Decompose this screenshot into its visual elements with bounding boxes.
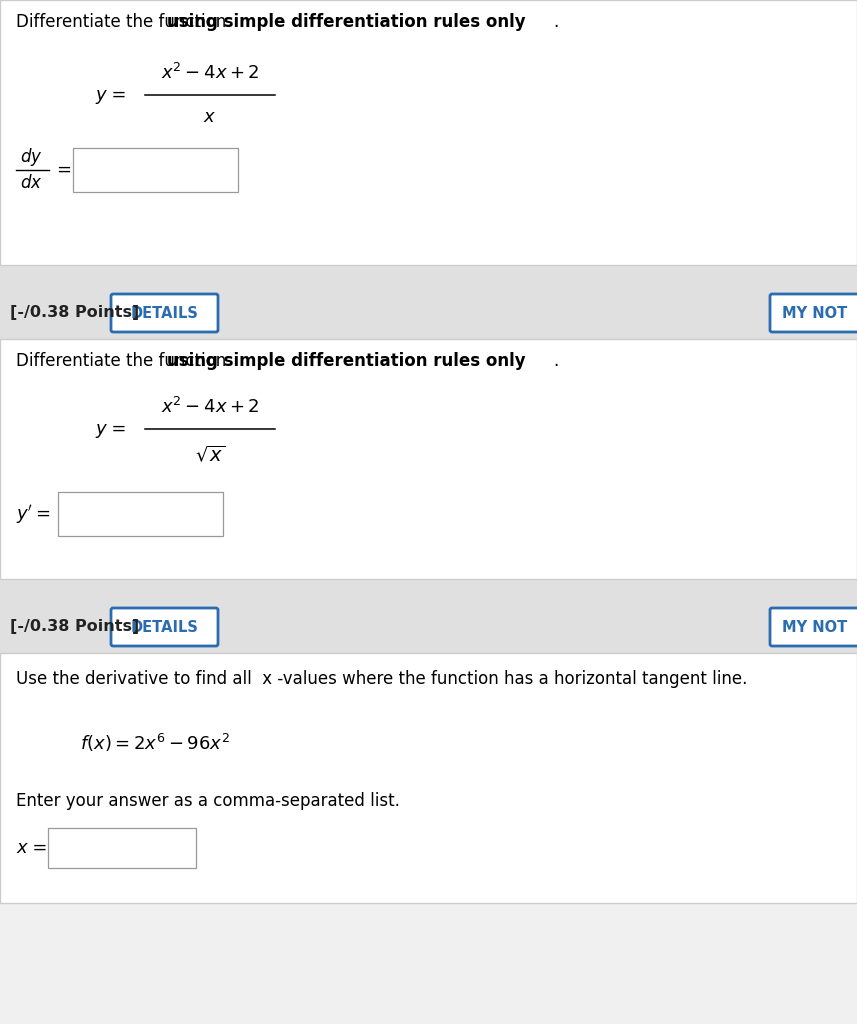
Bar — [0, 579, 857, 653]
FancyBboxPatch shape — [770, 608, 857, 646]
Text: Differentiate the function: Differentiate the function — [16, 13, 231, 31]
Text: DETAILS: DETAILS — [130, 305, 199, 321]
Text: [-/0.38 Points]: [-/0.38 Points] — [10, 305, 139, 321]
Text: $x$: $x$ — [203, 108, 217, 126]
Bar — [58, 492, 223, 536]
Bar — [0, 339, 857, 579]
Text: y =: y = — [95, 86, 127, 104]
Text: Use the derivative to find all  x -values where the function has a horizontal ta: Use the derivative to find all x -values… — [16, 670, 747, 688]
Bar — [73, 148, 238, 193]
Bar — [48, 828, 196, 868]
Text: MY NOT: MY NOT — [782, 620, 847, 635]
Text: $dx$: $dx$ — [20, 174, 43, 193]
Text: DETAILS: DETAILS — [130, 620, 199, 635]
Text: $\sqrt{x}$: $\sqrt{x}$ — [195, 444, 225, 465]
Text: y =: y = — [95, 420, 127, 438]
Bar — [0, 653, 857, 903]
FancyBboxPatch shape — [111, 294, 218, 332]
Text: Differentiate the function: Differentiate the function — [16, 352, 231, 370]
FancyBboxPatch shape — [770, 294, 857, 332]
Text: [-/0.38 Points]: [-/0.38 Points] — [10, 620, 139, 635]
Text: $x^2-4x+2$: $x^2-4x+2$ — [161, 397, 260, 417]
Text: using simple differentiation rules only: using simple differentiation rules only — [167, 13, 525, 31]
Text: $x^2-4x+2$: $x^2-4x+2$ — [161, 62, 260, 83]
Text: Enter your answer as a comma-separated list.: Enter your answer as a comma-separated l… — [16, 792, 400, 810]
Bar — [0, 0, 857, 265]
Text: =: = — [56, 161, 71, 179]
Text: $dy$: $dy$ — [20, 146, 43, 168]
Bar — [0, 265, 857, 339]
Text: $y' =$: $y' =$ — [16, 503, 51, 525]
Text: MY NOT: MY NOT — [782, 305, 847, 321]
Text: $f(x) = 2x^6 - 96x^2$: $f(x) = 2x^6 - 96x^2$ — [80, 732, 230, 754]
Text: .: . — [553, 352, 558, 370]
FancyBboxPatch shape — [111, 608, 218, 646]
Text: x =: x = — [16, 839, 47, 857]
Text: .: . — [553, 13, 558, 31]
Text: using simple differentiation rules only: using simple differentiation rules only — [167, 352, 525, 370]
